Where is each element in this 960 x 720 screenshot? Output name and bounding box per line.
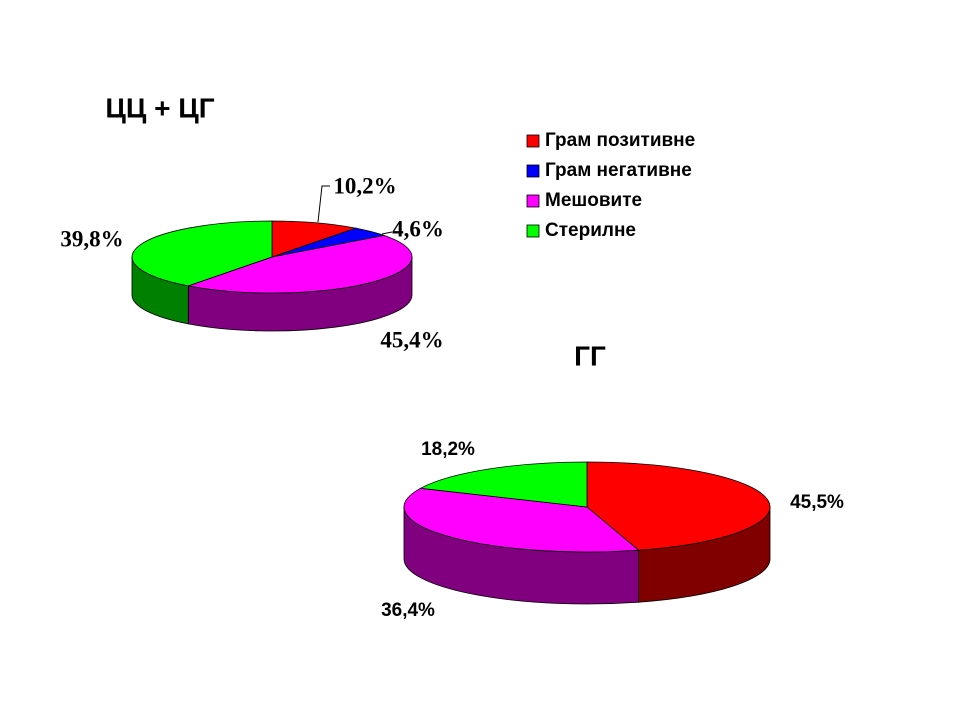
legend-swatch: [526, 164, 540, 178]
legend-swatch: [526, 194, 540, 208]
data-label: 45,4%: [380, 327, 443, 352]
data-label: 10,2%: [333, 173, 396, 198]
legend-swatch: [526, 134, 540, 148]
pie-slice: [186, 235, 413, 294]
leader-line: [381, 231, 393, 235]
legend-label: Грам позитивне: [545, 130, 695, 151]
pie-slice: [403, 487, 640, 553]
legend-label: Стерилне: [545, 220, 636, 241]
data-label: 18,2%: [421, 439, 475, 460]
chart-title: ГГ: [574, 340, 606, 371]
data-label: 39,8%: [60, 226, 123, 251]
chart-title: ЦЦ + ЦГ: [105, 92, 214, 123]
data-label: 4,6%: [392, 216, 444, 241]
pie-slice: [131, 220, 273, 287]
legend-label: Грам негативне: [545, 160, 692, 181]
legend-swatch: [526, 224, 540, 238]
legend-label: Мешовите: [545, 190, 642, 211]
leader-line: [317, 185, 330, 223]
data-label: 45,5%: [790, 492, 844, 513]
pie-slice: [419, 461, 588, 508]
data-label: 36,4%: [381, 600, 435, 621]
pie-slice: [271, 220, 358, 258]
pie-slice: [586, 461, 771, 551]
